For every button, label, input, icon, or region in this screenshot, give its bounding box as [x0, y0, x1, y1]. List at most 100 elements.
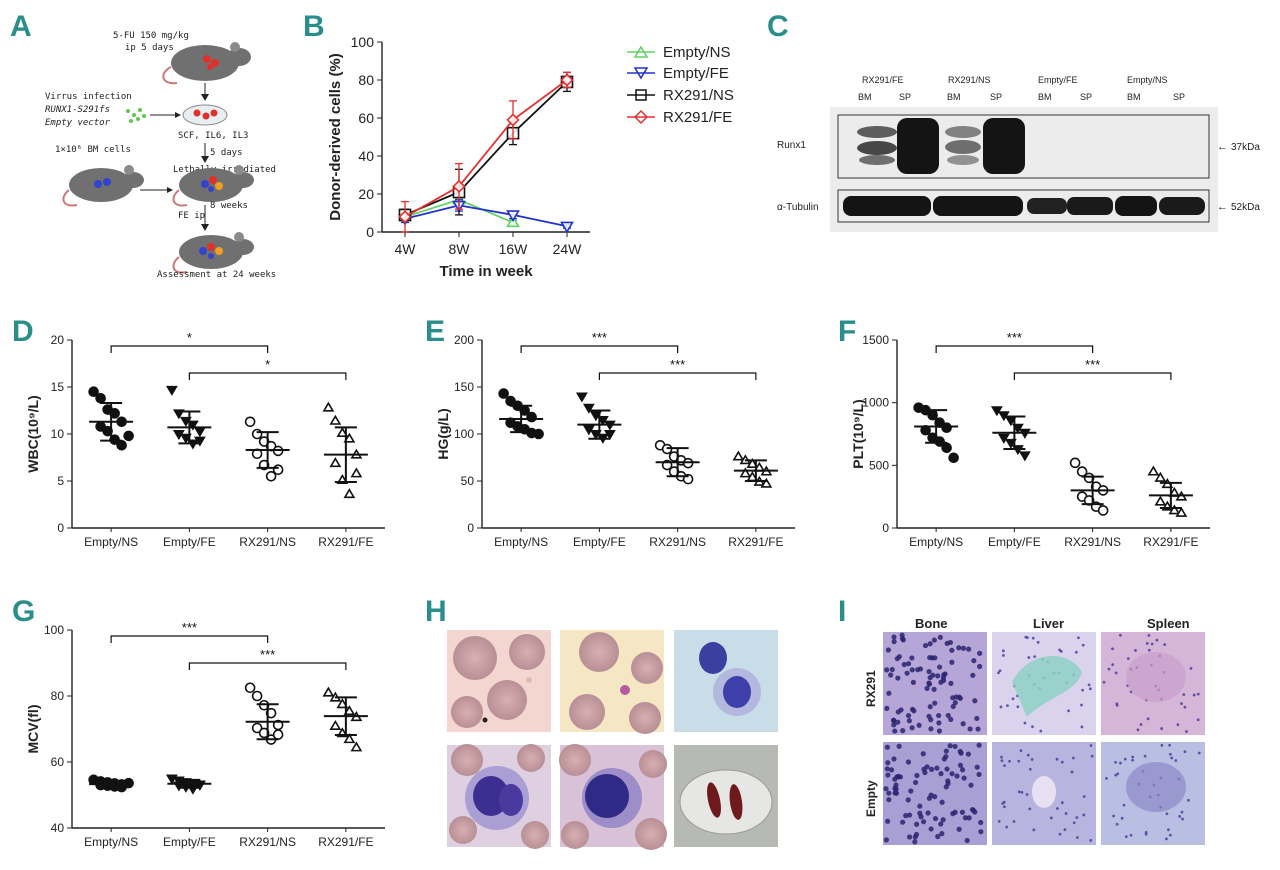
- blot-frame-runx1: [837, 114, 1210, 179]
- schematic-treatment-2: ip 5 days: [125, 43, 174, 53]
- data-point: [560, 73, 574, 87]
- tile-cell: [885, 760, 891, 766]
- tile-cell: [1115, 702, 1119, 706]
- tile-cell: [969, 806, 976, 813]
- data-point: [990, 406, 1003, 417]
- data-point: [350, 741, 363, 752]
- tile-cell: [1080, 725, 1084, 729]
- tile-cell: [1147, 633, 1151, 637]
- y-tick-label: 40: [358, 148, 374, 164]
- x-tick-label: RX291/NS: [649, 535, 706, 549]
- histology-tile: [1101, 742, 1205, 845]
- tile-cell: [1071, 756, 1075, 760]
- tile-cell: [945, 712, 951, 719]
- tile-cell: [971, 658, 977, 664]
- tile-cell: [976, 771, 982, 778]
- tile-cell: [921, 766, 927, 772]
- y-tick-label: 100: [454, 427, 474, 441]
- tile-cell: [890, 717, 897, 724]
- tile-cell: [1118, 633, 1122, 637]
- y-axis-title: WBC(10⁹/L): [25, 395, 41, 472]
- tile-cell: [1192, 693, 1196, 697]
- x-tick-label: RX291/FE: [1143, 535, 1198, 549]
- tile-cell: [883, 837, 889, 843]
- series-line: [404, 79, 568, 218]
- data-point: [575, 392, 588, 403]
- recipient-mouse-icon: [172, 165, 254, 207]
- tile-cell: [895, 675, 901, 681]
- y-tick-label: 60: [358, 110, 374, 126]
- tile-cell: [913, 831, 920, 838]
- tile-cell: [1081, 688, 1085, 692]
- tile-cell: [1145, 641, 1149, 645]
- tile-cell: [950, 703, 956, 710]
- tile-cell: [952, 809, 958, 815]
- tile-cell: [892, 728, 898, 734]
- data-point: [1004, 438, 1017, 449]
- tile-cell: [1082, 813, 1086, 817]
- tile-cell: [896, 773, 902, 780]
- tile-cell: [914, 821, 920, 827]
- data-point: [1154, 471, 1167, 482]
- tile-cell: [1111, 647, 1114, 651]
- data-point: [336, 698, 349, 709]
- tile-cell: [906, 812, 913, 818]
- tile-cell: [1178, 815, 1182, 818]
- tile-cell: [908, 788, 914, 794]
- tile-cell: [901, 661, 907, 668]
- tile-background: [883, 742, 987, 845]
- y-tick-label: 80: [358, 72, 374, 88]
- tile-cell: [1012, 820, 1016, 823]
- tile-cell: [1072, 821, 1076, 825]
- schematic-weeks: 8 weeks: [210, 201, 248, 211]
- chart-b-legend: Empty/NS Empty/FE RX291/NS RX291/FE: [627, 44, 734, 126]
- data-point: [193, 436, 206, 447]
- tile-cell: [997, 671, 1000, 675]
- tile-cell: [1025, 636, 1029, 640]
- tile-cell: [927, 704, 933, 710]
- panel-label-f: F: [838, 315, 857, 348]
- tile-background: [883, 632, 987, 735]
- data-point: [1175, 506, 1188, 517]
- tile-cell: [927, 641, 933, 647]
- follicle: [1126, 652, 1186, 702]
- tile-cell: [998, 669, 1002, 673]
- series-line: [404, 204, 568, 228]
- tile-cell: [952, 700, 958, 706]
- data-point: [560, 221, 574, 234]
- tile-cell: [1197, 751, 1201, 755]
- tile-cell: [936, 712, 942, 719]
- vessel-lumen: [1032, 776, 1056, 808]
- tile-cell: [932, 700, 938, 706]
- tile-cell: [1155, 638, 1159, 642]
- series-rx291-fe: [398, 71, 574, 233]
- x-tick-label: RX291/NS: [239, 835, 296, 849]
- tile-cell: [895, 709, 901, 715]
- group-rx291-ns: [1069, 457, 1115, 516]
- y-tick-label: 20: [51, 333, 65, 347]
- tile-cell: [959, 809, 966, 815]
- tile-cell: [900, 728, 906, 734]
- x-tick-label: Empty/FE: [163, 535, 216, 549]
- tile-cell: [1131, 755, 1135, 759]
- tile-cell: [1087, 683, 1091, 687]
- tile-cell: [1070, 770, 1074, 774]
- tile-cell: [972, 698, 978, 704]
- data-point: [265, 471, 277, 482]
- micrograph: [447, 744, 551, 849]
- tile-cell: [1060, 801, 1064, 805]
- tile-cell: [968, 782, 974, 788]
- tile-cell: [916, 722, 922, 728]
- tile-cell: [975, 726, 981, 732]
- chart-e: 0 50 100 150 200 Empty/NS Empty/FE RX291/NS RX29…: [435, 330, 795, 549]
- tile-cell: [1089, 839, 1093, 842]
- tile-cell: [1111, 663, 1115, 667]
- blot-lane-label: BM: [858, 92, 872, 102]
- data-point: [186, 420, 199, 431]
- tile-cell: [962, 815, 968, 821]
- schematic-assessment: Assessment at 24 weeks: [157, 270, 276, 280]
- data-point: [272, 729, 284, 740]
- tile-cell: [967, 726, 973, 732]
- tile-cell: [922, 642, 929, 649]
- tile-cell: [948, 716, 954, 722]
